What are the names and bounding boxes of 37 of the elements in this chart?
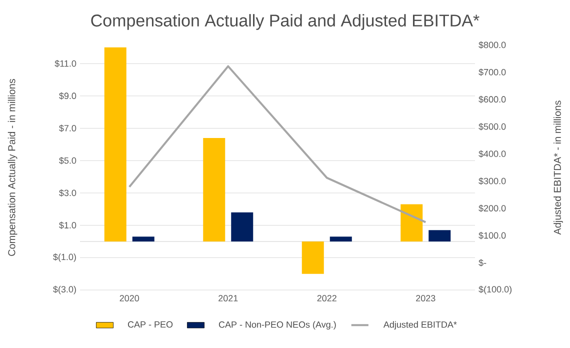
- y-tick-label: $9.0: [59, 92, 76, 100]
- y-axis-title: Compensation Actually Paid - in millions: [8, 78, 18, 256]
- y2-tick-label: $700.0: [478, 68, 506, 76]
- bar: [104, 47, 126, 242]
- y2-tick-label: $(100.0): [478, 286, 512, 294]
- bar: [132, 236, 154, 242]
- y2-tick-label: $500.0: [478, 123, 506, 130]
- legend-label: CAP - PEO: [128, 321, 173, 328]
- legend-label: CAP - Non-PEO NEOs (Avg.): [218, 321, 336, 330]
- y-tick-label: $5.0: [59, 156, 76, 164]
- y-tick-label: $11.0: [54, 60, 76, 68]
- y2-tick-label: $400.0: [478, 150, 506, 158]
- legend-label: Adjusted EBITDA*: [383, 321, 457, 330]
- y2-tick-label: $800.0: [478, 41, 506, 49]
- y2-tick-label: $600.0: [478, 96, 506, 104]
- y-tick-label: $(1.0): [53, 253, 76, 262]
- x-tick-label: 2021: [218, 295, 238, 302]
- bar: [330, 236, 352, 242]
- bar: [400, 204, 423, 242]
- y-tick-label: $(3.0): [53, 286, 76, 294]
- x-tick-label: 2022: [317, 295, 336, 302]
- y-tick-label: $3.0: [59, 189, 76, 197]
- bar: [203, 138, 226, 242]
- bar: [302, 241, 324, 274]
- y2-tick-label: $300.0: [478, 177, 506, 185]
- y2-tick-label: $100.0: [478, 232, 506, 240]
- y2-tick-label: $200.0: [478, 204, 506, 212]
- bar: [428, 230, 451, 242]
- x-tick-label: 2020: [120, 295, 140, 302]
- line-series: [128, 65, 427, 224]
- y2-axis-title: Adjusted EBITDA* - in millions: [554, 100, 563, 235]
- bar: [231, 212, 254, 242]
- chart-title: Compensation Actually Paid and Adjusted EBITDA*: [91, 14, 480, 30]
- y-tick-label: $1.0: [59, 222, 76, 229]
- x-tick-label: 2023: [416, 295, 436, 302]
- y2-tick-label: $-: [478, 259, 486, 266]
- y-tick-label: $7.0: [59, 124, 76, 132]
